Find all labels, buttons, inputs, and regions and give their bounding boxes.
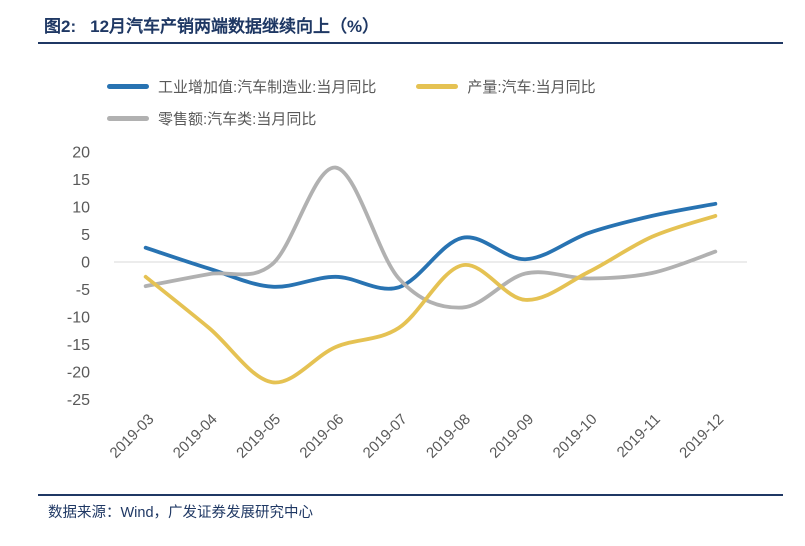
legend-row: 工业增加值:汽车制造业:当月同比 产量:汽车:当月同比 bbox=[107, 76, 596, 97]
x-axis-tick-label: 2019-05 bbox=[233, 411, 284, 462]
x-axis-tick-label: 2019-12 bbox=[676, 411, 727, 462]
legend-line-swatch bbox=[107, 84, 149, 89]
y-axis-tick-label: 20 bbox=[72, 145, 90, 162]
legend-item: 零售额:汽车类:当月同比 bbox=[107, 108, 316, 129]
y-axis-tick-label: 15 bbox=[72, 172, 90, 189]
x-axis-tick-label: 2019-03 bbox=[107, 411, 158, 462]
y-axis-tick-label: -25 bbox=[67, 392, 90, 409]
legend-label: 产量:汽车:当月同比 bbox=[467, 79, 596, 96]
series-line bbox=[143, 165, 718, 310]
figure-title: 图2: 12月汽车产销两端数据继续向上（%） bbox=[44, 12, 379, 37]
legend-item: 产量:汽车:当月同比 bbox=[416, 76, 596, 97]
chart-legend: 工业增加值:汽车制造业:当月同比 产量:汽车:当月同比零售额:汽车类:当月同比 bbox=[107, 76, 596, 129]
x-axis-tick-label: 2019-09 bbox=[486, 411, 537, 462]
legend-label: 工业增加值:汽车制造业:当月同比 bbox=[158, 79, 377, 96]
figure-title-text: 12月汽车产销两端数据继续向上（%） bbox=[90, 17, 380, 36]
x-axis-tick-label: 2019-04 bbox=[170, 411, 221, 462]
y-axis-tick-label: -10 bbox=[67, 309, 90, 326]
figure-number-label: 图2: bbox=[44, 17, 77, 36]
data-source: 数据来源：Wind，广发证券发展研究中心 bbox=[48, 501, 313, 522]
data-source-label: 数据来源： bbox=[48, 505, 121, 521]
legend-label: 零售额:汽车类:当月同比 bbox=[158, 111, 317, 128]
legend-line-swatch bbox=[107, 116, 149, 121]
footer-divider bbox=[38, 494, 783, 496]
x-axis-tick-label: 2019-11 bbox=[614, 411, 664, 461]
series-line bbox=[143, 213, 718, 385]
y-axis-tick-label: -5 bbox=[76, 282, 90, 299]
x-axis-tick-label: 2019-10 bbox=[550, 411, 601, 462]
legend-line-swatch bbox=[416, 84, 459, 89]
x-axis-tick-label: 2019-07 bbox=[360, 411, 411, 462]
legend-item: 工业增加值:汽车制造业:当月同比 bbox=[107, 76, 376, 97]
y-axis-tick-label: -15 bbox=[67, 337, 90, 354]
x-axis-tick-label: 2019-08 bbox=[423, 411, 474, 462]
title-divider bbox=[38, 42, 783, 44]
y-axis-tick-label: 5 bbox=[81, 227, 90, 244]
y-axis-tick-label: 0 bbox=[81, 255, 90, 272]
y-axis-tick-label: 10 bbox=[72, 200, 90, 217]
x-axis-tick-label: 2019-06 bbox=[296, 411, 347, 462]
series-line bbox=[143, 201, 718, 291]
data-source-text: Wind，广发证券发展研究中心 bbox=[120, 505, 314, 521]
y-axis-tick-label: -20 bbox=[67, 364, 90, 381]
legend-row: 零售额:汽车类:当月同比 bbox=[107, 108, 596, 129]
